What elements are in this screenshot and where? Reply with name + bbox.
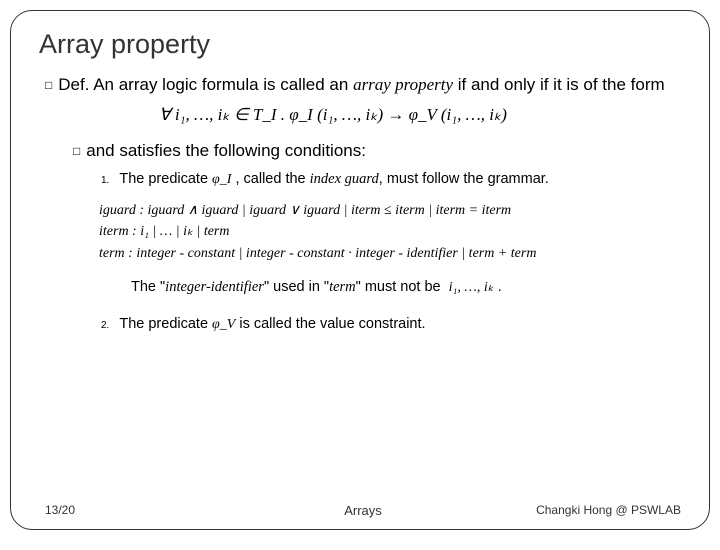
condition-2: 2. The predicate φ_V is called the value … [101, 314, 681, 335]
def-italic: array property [353, 75, 453, 94]
sub-line: □ and satisfies the following conditions: [73, 141, 681, 161]
note-mid: " used in " [264, 279, 329, 295]
cond2-phi: φ_V [212, 317, 235, 332]
note-pre: The " [131, 279, 165, 295]
cond2-idx: 2. [101, 320, 109, 331]
note-end: . [494, 279, 502, 295]
cond1-italic: index guard [310, 171, 379, 187]
footer: 13/20 Arrays Changki Hong @ PSWLAB [45, 503, 681, 517]
note-line: The "integer-identifier" used in "term" … [131, 279, 681, 296]
condition-1: 1. The predicate φ_I , called the index g… [101, 169, 681, 190]
grammar-l1: iguard : iguard ∧ iguard | iguard ∨ igua… [99, 200, 681, 222]
note-it2: term [329, 279, 356, 295]
definition-line: □ Def. An array logic formula is called a… [45, 74, 681, 97]
def-suf: if and only if it is of the form [453, 75, 665, 94]
cond2-pre: The predicate [119, 316, 212, 332]
note-post: " must not be [356, 279, 445, 295]
bullet-box: □ [45, 77, 52, 93]
sub-text: and satisfies the following conditions: [86, 141, 366, 160]
footer-author: Changki Hong @ PSWLAB [536, 503, 681, 517]
note-it1: integer-identifier [165, 279, 264, 295]
cond1-mid: , called the [231, 171, 309, 187]
cond1-idx: 1. [101, 175, 109, 186]
cond1-pre: The predicate [119, 171, 212, 187]
cond1-post: , must follow the grammar. [379, 171, 549, 187]
grammar-block: iguard : iguard ∧ iguard | iguard ∨ igua… [99, 200, 681, 265]
note-tail-formula: i₁, …, iₖ [449, 280, 494, 295]
slide-frame: Array property □ Def. An array logic form… [10, 10, 710, 530]
cond2-post: is called the value constraint. [235, 316, 425, 332]
bullet-box-2: □ [73, 144, 80, 158]
slide-title: Array property [39, 29, 681, 60]
main-formula: ∀ i₁, …, iₖ ∈ T_I . φ_I (i₁, …, iₖ) → φ_… [159, 105, 681, 125]
cond1-phi: φ_I [212, 172, 231, 187]
page-number: 13/20 [45, 503, 75, 517]
grammar-l2: iterm : i₁ | … | iₖ | term [99, 221, 681, 243]
def-pre: Def. An array logic formula is called an [58, 75, 353, 94]
grammar-l3: term : integer - constant | integer - co… [99, 243, 681, 265]
